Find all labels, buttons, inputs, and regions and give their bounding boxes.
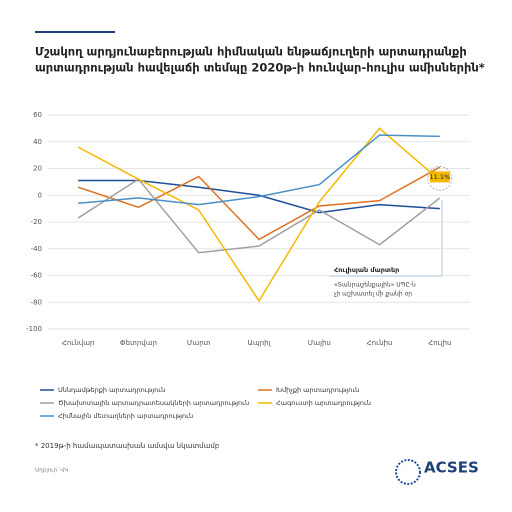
data-label: 11.1%: [430, 173, 451, 181]
y-tick-label: -40: [31, 245, 42, 253]
legend-label: Հագուստի արտադրություն: [276, 399, 371, 407]
legend-label: Հիմնային մետաղների արտադրություն: [58, 412, 193, 420]
legend-label: Ծխախոտային արտադրատեսակների արտադրությու…: [58, 399, 249, 407]
legend-label: Խմիչքի արտադրություն: [276, 386, 359, 394]
legend-label: Սննդամթերքի արտադրություն: [58, 386, 165, 394]
y-tick-label: 60: [33, 111, 42, 119]
annotation-text: «Տանրաշենքային» ՍՊԸ-ն: [334, 282, 416, 289]
logo: ACSES: [424, 459, 479, 477]
logo-icon: [395, 459, 421, 485]
chart-title: արտադրության հավելաճի տեմպը 2020թ-ի հուն…: [35, 61, 485, 75]
annotation-title: Հուլիսյան մարտեր: [334, 266, 399, 274]
y-tick-label: 40: [33, 138, 42, 146]
x-tick-label: Փետրվար: [120, 339, 157, 347]
x-tick-label: Ապրիլ: [248, 339, 272, 347]
series-line: [77, 127, 441, 303]
y-tick-label: -80: [31, 298, 42, 306]
data-label-bg: [429, 171, 450, 183]
x-tick-label: Մարտ: [187, 339, 211, 347]
series-line: [77, 166, 441, 241]
chart-title: Մշակող արդյունաբերության հիմնական ենթաճյ…: [35, 45, 467, 59]
annotation-text: չի աշխատել մի քանի օր: [334, 291, 412, 298]
source: Աղբյուր՝ ՎԿ: [35, 468, 68, 474]
x-tick-label: Մայիս: [308, 339, 331, 347]
footnote: * 2019թ-ի համապատասխան ամսվա նկատմամբ: [35, 442, 219, 450]
y-tick-label: -100: [26, 325, 42, 333]
y-tick-label: 20: [33, 165, 42, 173]
x-tick-label: Հուլիս: [428, 339, 451, 347]
y-tick-label: 0: [38, 191, 42, 199]
series-line: [77, 178, 441, 254]
x-tick-label: Հունվար: [62, 339, 95, 347]
x-tick-label: Հունիս: [367, 339, 393, 347]
series-line: [78, 134, 440, 206]
y-tick-label: -60: [31, 272, 42, 280]
series-line: [78, 179, 440, 214]
highlight-ring: [427, 166, 453, 191]
y-tick-label: -20: [31, 218, 42, 226]
